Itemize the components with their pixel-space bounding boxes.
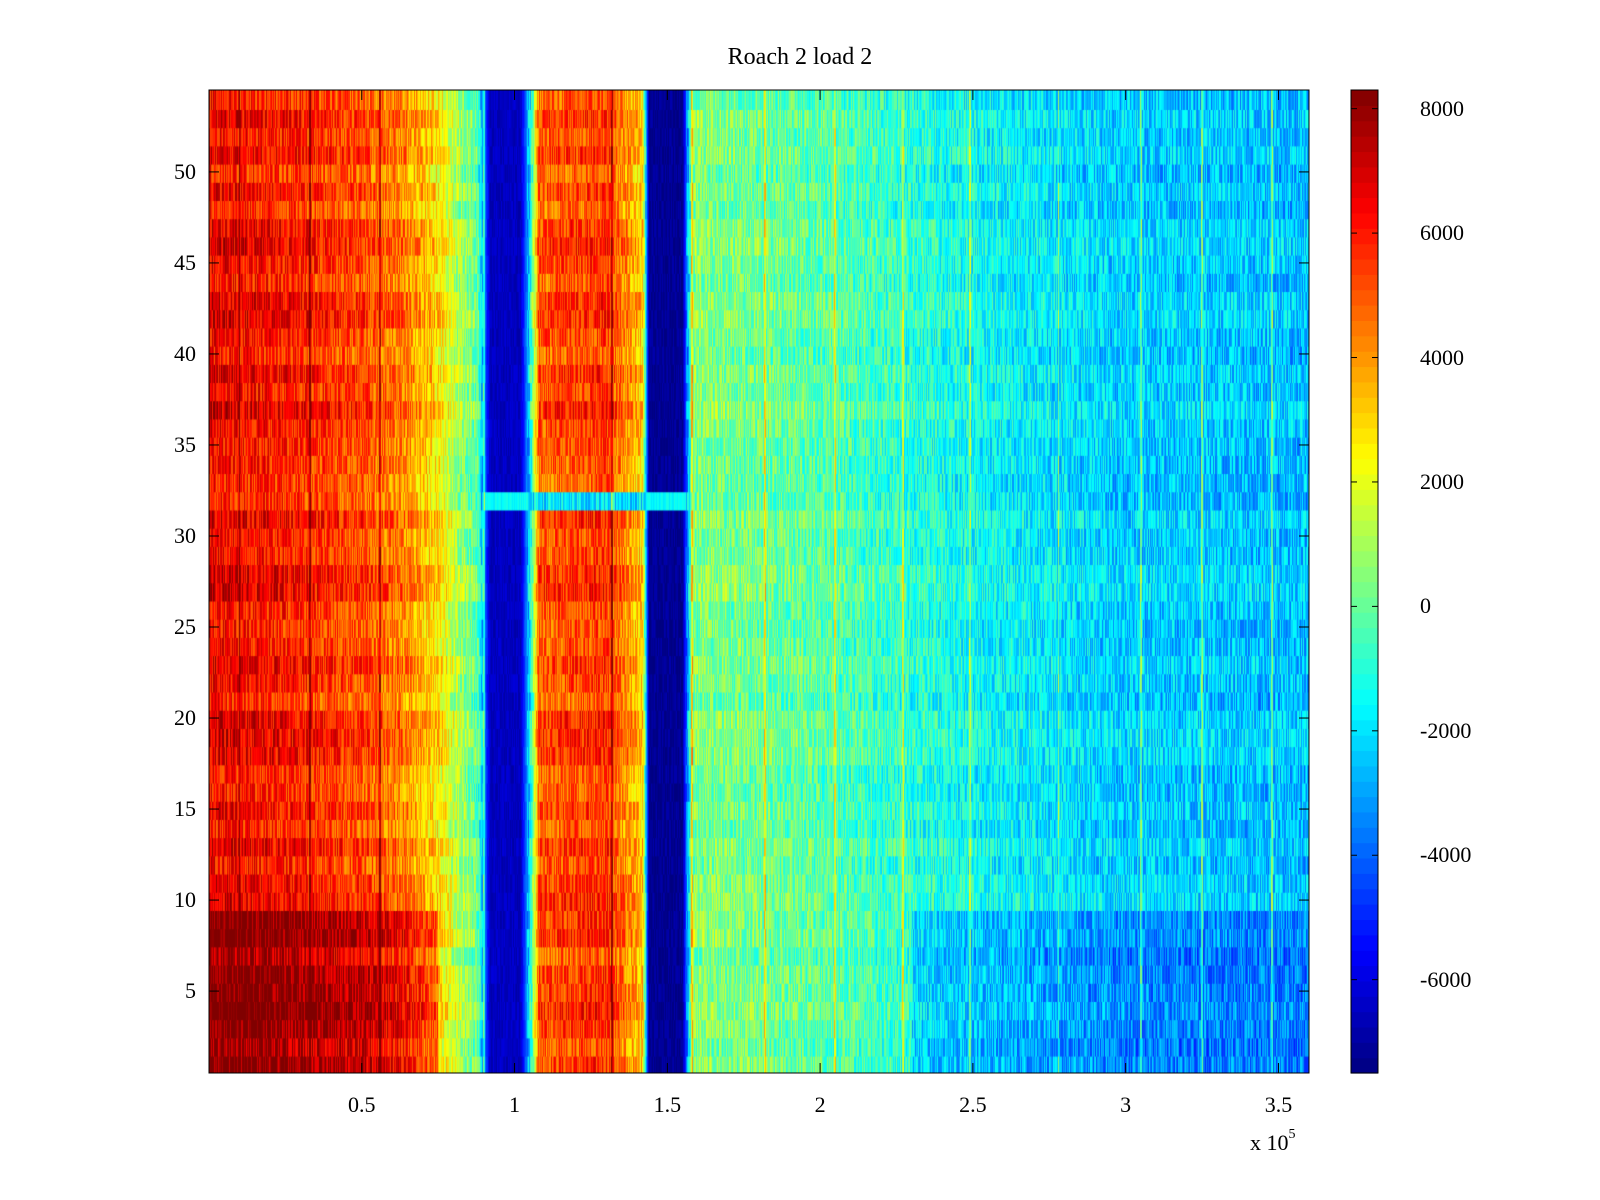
- colorbar-segment: [1351, 550, 1378, 567]
- colorbar-segment: [1351, 520, 1378, 537]
- colorbar-segment: [1351, 258, 1378, 275]
- colorbar-segment: [1351, 596, 1378, 613]
- colorbar-segment: [1351, 366, 1378, 383]
- colorbar-segment: [1351, 642, 1378, 659]
- colorbar-frame: [1350, 89, 1379, 1074]
- plot-area-frame: [208, 89, 1310, 1074]
- y-tick-label: 50: [174, 158, 196, 184]
- colorbar-segment: [1351, 658, 1378, 675]
- x-axis-multiplier: x 105: [1250, 1126, 1296, 1156]
- colorbar-segment: [1351, 796, 1378, 813]
- colorbar-segment: [1351, 228, 1378, 245]
- colorbar-tick-label: 2000: [1420, 468, 1464, 494]
- colorbar-tick-label: -4000: [1420, 842, 1472, 868]
- colorbar-segment: [1351, 581, 1378, 598]
- y-tick-label: 40: [174, 340, 196, 366]
- colorbar-segment: [1351, 320, 1378, 337]
- x-tick-label: 1: [509, 1092, 521, 1117]
- colorbar-segment: [1351, 274, 1378, 291]
- colorbar-segment: [1351, 489, 1378, 506]
- colorbar-segment: [1351, 627, 1378, 644]
- colorbar-tick-label: 8000: [1420, 95, 1464, 121]
- colorbar-segment: [1351, 781, 1378, 798]
- y-tick-label: 20: [174, 705, 196, 731]
- colorbar-segment: [1351, 566, 1378, 583]
- colorbar-tick-label: 6000: [1420, 220, 1464, 246]
- x-tick-label: 1.5: [653, 1092, 682, 1117]
- colorbar-segment: [1351, 166, 1378, 183]
- x-tick-label: 3.5: [1264, 1092, 1293, 1117]
- colorbar-tick-label: 0: [1420, 593, 1431, 619]
- y-tick-label: 15: [174, 796, 196, 822]
- colorbar-segment: [1351, 473, 1378, 490]
- colorbar-segment: [1351, 719, 1378, 736]
- colorbar-segment: [1351, 612, 1378, 629]
- y-tick-label: 25: [174, 614, 196, 639]
- colorbar-segment: [1351, 857, 1378, 874]
- y-tick-label: 10: [174, 887, 196, 913]
- colorbar-segment: [1351, 919, 1378, 936]
- x-tick-label: 2: [814, 1092, 826, 1117]
- colorbar-segment: [1351, 335, 1378, 352]
- y-tick-label: 45: [174, 249, 196, 275]
- colorbar-segment: [1351, 1057, 1378, 1074]
- colorbar-segment: [1351, 996, 1378, 1013]
- colorbar-tick-label: -6000: [1420, 966, 1472, 992]
- colorbar-segment: [1351, 182, 1378, 199]
- colorbar-tick-label: -2000: [1420, 717, 1472, 743]
- colorbar-segment: [1351, 351, 1378, 368]
- y-tick-label: 5: [185, 978, 196, 1004]
- colorbar-segment: [1351, 750, 1378, 767]
- colorbar-segment: [1351, 136, 1378, 153]
- colorbar-segment: [1351, 765, 1378, 782]
- heatmap-cells: [209, 90, 1309, 1073]
- colorbar-segment: [1351, 458, 1378, 475]
- colorbar-segment: [1351, 535, 1378, 552]
- colorbar-segment: [1351, 90, 1378, 106]
- colorbar-segment: [1351, 904, 1378, 921]
- colorbar-segment: [1351, 151, 1378, 168]
- colorbar-segment: [1351, 689, 1378, 705]
- colorbar-segment: [1351, 827, 1378, 844]
- colorbar-segment: [1351, 120, 1378, 137]
- colorbar-segment: [1351, 504, 1378, 521]
- colorbar-segment: [1351, 842, 1378, 859]
- x-multiplier-base: x 10: [1250, 1130, 1289, 1155]
- x-multiplier-exponent: 5: [1288, 1126, 1296, 1142]
- colorbar-tick-label: 4000: [1420, 344, 1464, 370]
- colorbar-segment: [1351, 427, 1378, 444]
- x-tick-label: 3: [1120, 1092, 1132, 1117]
- colorbar-segment: [1351, 443, 1378, 460]
- colorbar-segment: [1351, 1042, 1378, 1059]
- colorbar-segment: [1351, 873, 1378, 890]
- y-tick-label: 35: [174, 431, 196, 457]
- colorbar-segment: [1351, 888, 1378, 905]
- colorbar-segment: [1351, 1011, 1378, 1028]
- colorbar-segment: [1351, 950, 1378, 967]
- colorbar-segment: [1351, 105, 1378, 122]
- chart-title: Roach 2 load 2: [727, 44, 873, 70]
- colorbar-segment: [1351, 811, 1378, 828]
- colorbar-segment: [1351, 412, 1378, 429]
- colorbar-segment: [1351, 243, 1378, 260]
- colorbar-segment: [1351, 212, 1378, 229]
- y-tick-label: 30: [174, 522, 196, 548]
- x-tick-label: 0.5: [348, 1092, 376, 1117]
- colorbar-segment: [1351, 397, 1378, 414]
- colorbar-segment: [1351, 305, 1378, 321]
- colorbar-segment: [1351, 1026, 1378, 1043]
- colorbar-segment: [1351, 197, 1378, 214]
- colorbar-segment: [1351, 934, 1378, 951]
- colorbar-segment: [1351, 289, 1378, 306]
- colorbar-segment: [1351, 704, 1378, 721]
- colorbar-segment: [1351, 735, 1378, 752]
- colorbar-segment: [1351, 965, 1378, 982]
- colorbar-segment: [1351, 673, 1378, 690]
- x-tick-label: 2.5: [959, 1092, 987, 1117]
- colorbar-segment: [1351, 381, 1378, 398]
- colorbar-segment: [1351, 980, 1378, 997]
